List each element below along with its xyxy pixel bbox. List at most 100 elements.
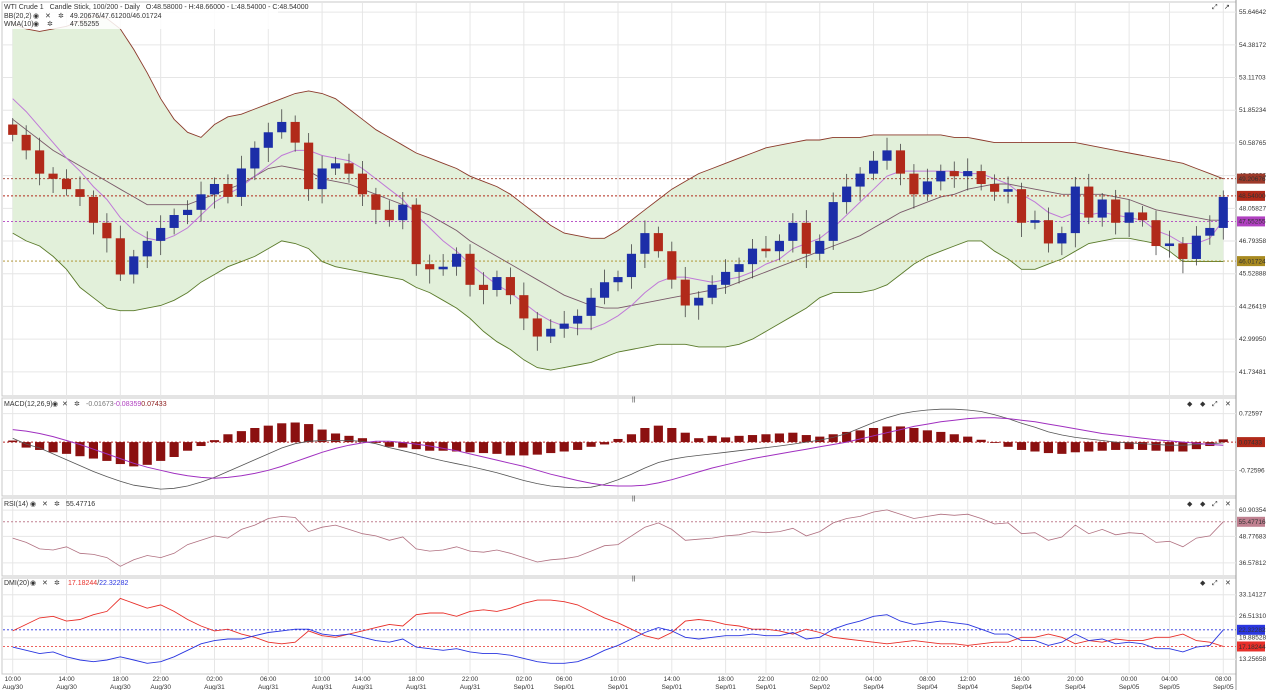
close-icon[interactable]: ✕ <box>45 13 51 20</box>
expand-icon[interactable]: ⤢ <box>1212 4 1218 11</box>
macd-histogram-bar <box>357 438 368 443</box>
macd-pane-controls: ◆ ◆ ⤢ ✕ <box>1187 401 1231 408</box>
macd-histogram-bar <box>465 442 475 453</box>
macd-histogram-bar <box>183 442 193 451</box>
rsi-layer <box>3 509 1236 567</box>
x-tick-time: 18:00 <box>717 676 734 683</box>
macd-histogram-bar <box>156 442 166 461</box>
candle-body <box>707 284 717 298</box>
move-up-icon[interactable]: ◆ <box>1200 401 1206 408</box>
expand-icon[interactable]: ⤢ <box>1212 501 1218 508</box>
price-layer <box>3 15 1236 371</box>
close-icon[interactable]: ✕ <box>1225 501 1231 508</box>
macd-histogram-bar <box>667 427 677 443</box>
x-tick-date: Sep/01 <box>608 684 629 690</box>
move-down-icon[interactable]: ◆ <box>1187 501 1193 508</box>
macd-histogram-bar <box>438 442 448 451</box>
candle-body <box>747 248 758 265</box>
candle-body <box>411 204 421 265</box>
popout-icon[interactable]: ↗ <box>1224 4 1230 11</box>
macd-histogram-bar <box>1111 442 1121 450</box>
rsi-price-tag-bg <box>1237 516 1265 527</box>
candle-body <box>922 181 932 195</box>
macd-histogram-bar <box>895 426 906 443</box>
candle-body <box>1043 220 1053 244</box>
expand-icon[interactable]: ⤢ <box>1212 580 1218 587</box>
macd-histogram-bar <box>102 442 112 461</box>
candle-body <box>761 248 771 252</box>
candle-body <box>855 173 865 187</box>
macd-histogram-bar <box>842 431 852 443</box>
candle-body <box>909 173 919 195</box>
candle-body <box>1016 189 1027 223</box>
candle-body <box>35 150 45 174</box>
candle-body <box>1084 186 1094 218</box>
x-tick-time: 14:00 <box>664 676 681 683</box>
macd-histogram-bar <box>519 442 529 456</box>
x-tick-time: 12:00 <box>960 676 977 683</box>
eye-icon[interactable]: ◉ <box>30 580 36 587</box>
gear-icon[interactable]: ✲ <box>54 579 60 587</box>
candle-body <box>599 282 610 298</box>
candle-body <box>694 297 704 306</box>
macd-value-3: 0.07433 <box>141 401 166 408</box>
candle-body <box>142 240 152 257</box>
candle-body <box>949 171 959 177</box>
x-tick-date: Sep/05 <box>1159 684 1180 690</box>
macd-histogram-bar <box>411 442 421 450</box>
gear-icon[interactable]: ✲ <box>74 400 80 408</box>
candle-body <box>1070 186 1080 234</box>
splitter-grip[interactable]: || <box>632 575 636 582</box>
gear-icon[interactable]: ✲ <box>47 20 53 28</box>
move-up-icon[interactable]: ◆ <box>1200 501 1206 508</box>
y-tick-label: 60.90354 <box>1239 507 1266 514</box>
bb-values: 49.20676/47.61200/46.01724 <box>70 13 162 20</box>
candle-body <box>721 271 731 285</box>
expand-icon[interactable]: ⤢ <box>1212 401 1218 408</box>
eye-icon[interactable]: ◉ <box>33 13 39 20</box>
candle-body <box>1003 189 1013 192</box>
close-icon[interactable]: ✕ <box>1225 401 1231 408</box>
candle-body <box>196 194 206 210</box>
candle-body <box>115 238 125 275</box>
candle-body <box>425 264 435 270</box>
candle-body <box>1151 220 1161 247</box>
macd-histogram-bar <box>801 435 811 443</box>
macd-price-tag: 0.07433 <box>1239 439 1263 446</box>
candle-body <box>815 240 825 254</box>
move-up-icon[interactable]: ◆ <box>1200 580 1206 587</box>
candle-body <box>304 142 314 190</box>
macd-histogram-bar <box>1178 442 1188 452</box>
rsi-pane-controls: ◆ ◆ ⤢ ✕ <box>1187 501 1231 508</box>
move-down-icon[interactable]: ◆ <box>1187 401 1193 408</box>
eye-icon[interactable]: ◉ <box>52 401 58 408</box>
macd-histogram-bar <box>761 434 771 443</box>
close-icon[interactable]: ✕ <box>42 501 48 508</box>
rsi-name: RSI(14) <box>4 501 28 508</box>
x-tick-date: Sep/01 <box>715 684 736 690</box>
candle-body <box>8 124 18 135</box>
x-tick-time: 22:00 <box>153 676 170 683</box>
gear-icon[interactable]: ✲ <box>54 500 60 508</box>
close-icon[interactable]: ✕ <box>42 580 48 587</box>
macd-histogram-bar <box>774 433 784 443</box>
x-tick-date: Aug/30 <box>2 684 23 690</box>
macd-histogram-bar <box>304 424 314 443</box>
macd-histogram-bar <box>963 436 973 443</box>
dmi-price-tag-bg <box>1237 624 1265 635</box>
x-tick-time: 00:00 <box>1121 676 1138 683</box>
candle-body <box>626 253 637 278</box>
y-tick-label: 54.38172 <box>1239 42 1266 49</box>
macd-histogram-bar <box>344 435 354 443</box>
macd-histogram-bar <box>909 427 919 443</box>
close-icon[interactable]: ✕ <box>1225 580 1231 587</box>
macd-histogram-bar <box>1151 442 1161 451</box>
close-icon[interactable]: ✕ <box>62 401 68 408</box>
x-tick-time: 08:00 <box>919 676 936 683</box>
gear-icon[interactable]: ✲ <box>58 12 64 20</box>
eye-icon[interactable]: ◉ <box>30 501 36 508</box>
eye-icon[interactable]: ◉ <box>33 21 39 28</box>
y-tick-label: 36.57812 <box>1239 560 1266 567</box>
splitter-grip[interactable]: || <box>632 495 636 502</box>
splitter-grip[interactable]: || <box>632 396 636 403</box>
